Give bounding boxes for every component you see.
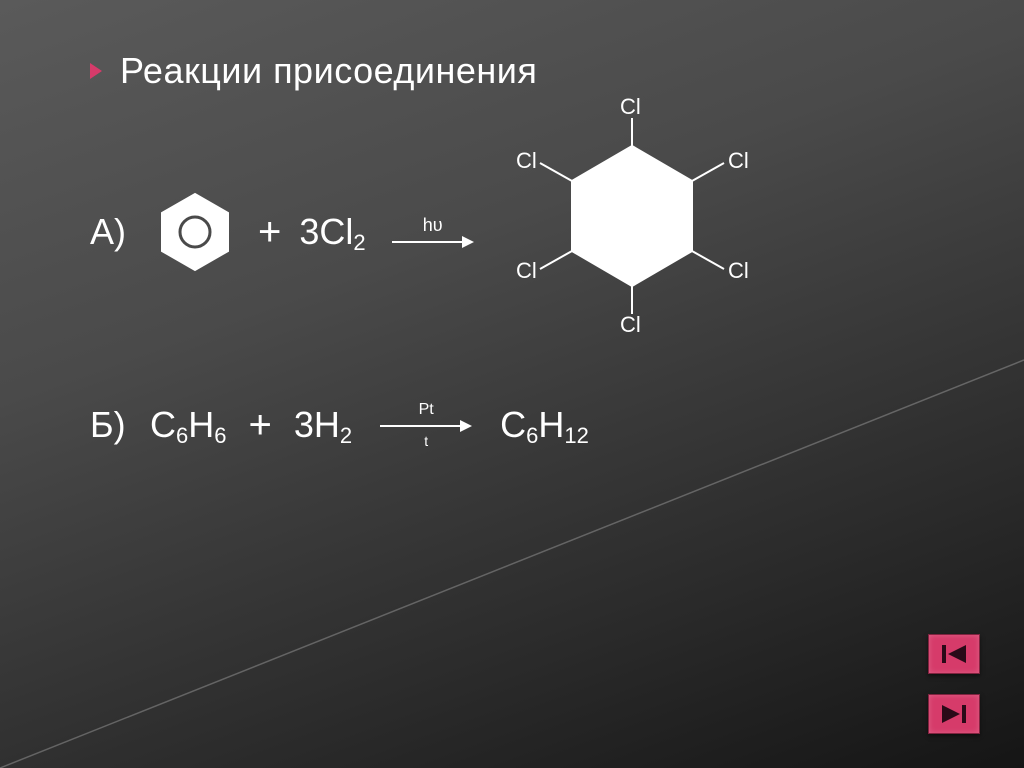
reaction-b-row: Б) C6H6 + 3H2 Pt t C6H12 bbox=[90, 402, 934, 448]
arrow-catalyst: Pt bbox=[419, 402, 434, 418]
symbol: Cl bbox=[319, 211, 353, 253]
plus-sign-b: + bbox=[249, 403, 272, 448]
reaction-b-arrow: Pt t bbox=[380, 402, 472, 448]
c6h6: C6H6 bbox=[150, 404, 227, 446]
svg-text:Cl: Cl bbox=[516, 148, 537, 173]
reaction-a-arrow: hυ bbox=[392, 216, 474, 248]
svg-text:Cl: Cl bbox=[620, 94, 641, 119]
slide-nav bbox=[928, 634, 980, 734]
hexachlorocyclohexane-structure: ClClClClClCl bbox=[502, 116, 762, 336]
svg-text:Cl: Cl bbox=[620, 312, 641, 337]
slide-title-row: Реакции присоединения bbox=[90, 50, 934, 92]
benzene-icon bbox=[158, 190, 232, 274]
reagent-3cl2: 3 Cl 2 bbox=[299, 211, 365, 253]
reaction-b-label: Б) bbox=[90, 404, 150, 446]
bullet-chevron-icon bbox=[90, 63, 102, 79]
reaction-a-label: А) bbox=[90, 211, 150, 253]
coeff: 3 bbox=[299, 211, 319, 253]
3h2: 3H2 bbox=[294, 404, 352, 446]
slide-title: Реакции присоединения bbox=[120, 50, 537, 92]
arrow-condition: hυ bbox=[423, 216, 443, 234]
subscript: 2 bbox=[353, 230, 365, 256]
arrow-temp: t bbox=[424, 434, 428, 448]
svg-text:Cl: Cl bbox=[516, 258, 537, 283]
prev-slide-button[interactable] bbox=[928, 634, 980, 674]
reaction-a-row: А) + 3 Cl 2 hυ Cl Cl Cl Cl Cl Cl bbox=[90, 122, 934, 342]
svg-text:Cl: Cl bbox=[728, 258, 749, 283]
plus-sign: + bbox=[258, 210, 281, 255]
svg-text:Cl: Cl bbox=[728, 148, 749, 173]
prev-icon bbox=[940, 643, 968, 665]
c6h12: C6H12 bbox=[500, 404, 589, 446]
next-icon bbox=[940, 703, 968, 725]
next-slide-button[interactable] bbox=[928, 694, 980, 734]
